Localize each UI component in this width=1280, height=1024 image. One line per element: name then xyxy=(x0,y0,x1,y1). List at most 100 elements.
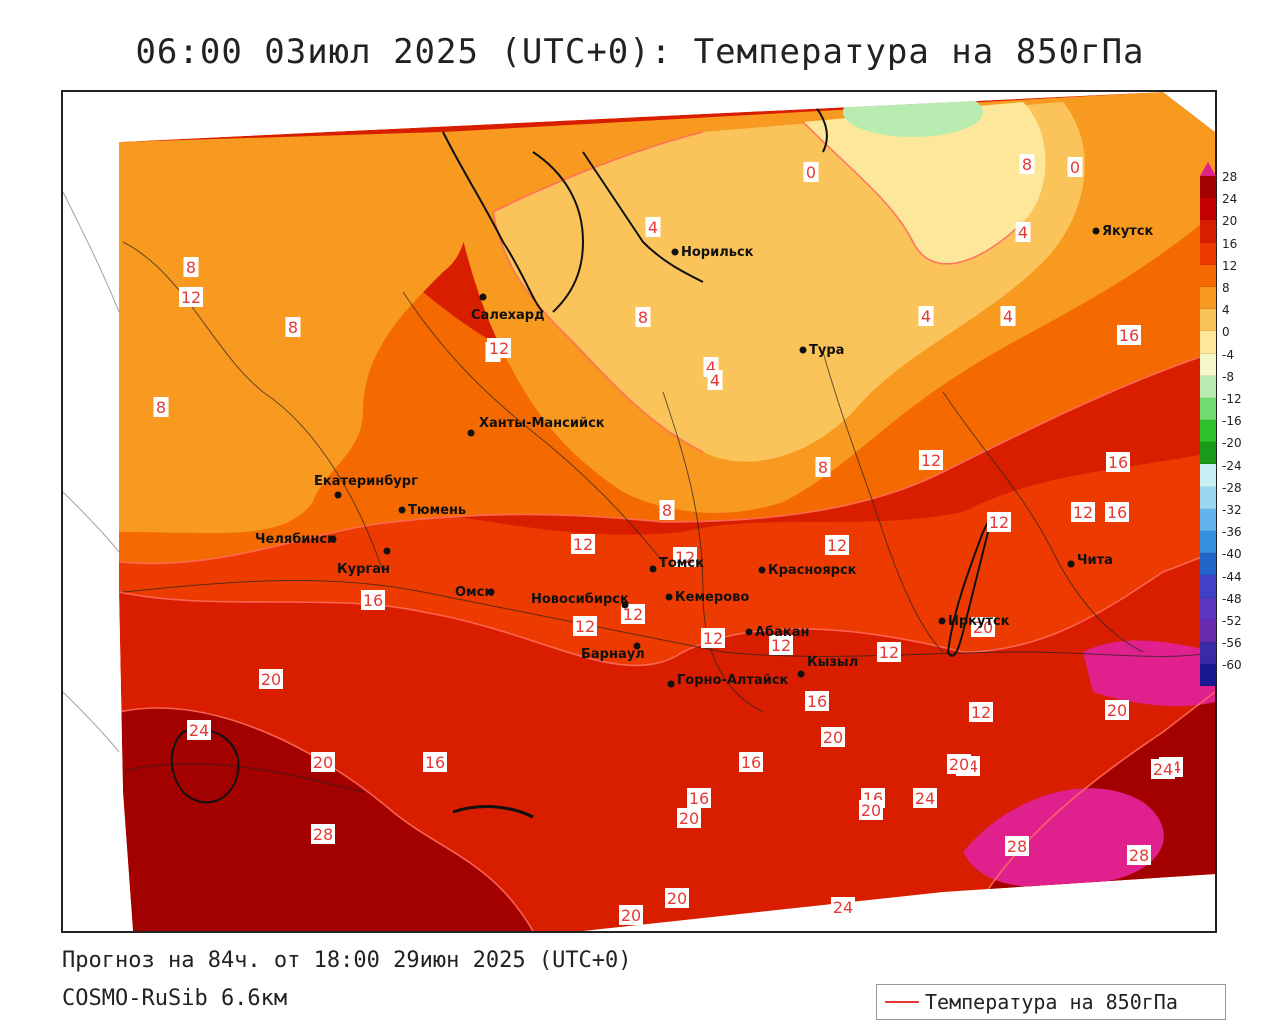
city-marker xyxy=(633,642,641,650)
contour-label: 20 xyxy=(1107,701,1127,720)
city-label: Салехард xyxy=(471,308,545,323)
city-label: Якутск xyxy=(1102,224,1154,239)
city-marker xyxy=(467,429,475,437)
contour-label-box xyxy=(919,450,943,470)
city-marker xyxy=(1067,560,1075,568)
contour-label: 12 xyxy=(703,629,723,648)
colorbar-segment xyxy=(1200,309,1216,332)
city-label: Омск xyxy=(455,585,493,600)
contour-label: 28 xyxy=(1129,846,1149,865)
city-label: Новосибирск xyxy=(531,592,629,607)
coastline-outside xyxy=(63,191,120,753)
contour-label-box xyxy=(739,752,763,772)
contour-label-box xyxy=(877,642,901,662)
city-marker xyxy=(1092,227,1100,235)
colorbar-segment xyxy=(1200,664,1216,687)
city-label: Красноярск xyxy=(768,563,857,578)
contour-label: 20 xyxy=(679,809,699,828)
legend-line-swatch xyxy=(885,1001,919,1003)
contour-label: 0 xyxy=(806,163,816,182)
colorbar-segment xyxy=(1200,220,1216,243)
contour-label-box xyxy=(259,669,283,689)
contour-label-box xyxy=(1127,845,1151,865)
contour-label-box xyxy=(673,547,697,567)
contour-label: 12 xyxy=(879,643,899,662)
contour-label-box xyxy=(285,317,301,337)
contour-label-box xyxy=(913,788,937,808)
contour-label-box xyxy=(821,727,845,747)
contour-labels: 0480484444812888812812161612121212121212… xyxy=(153,154,1183,925)
hot-spot-east xyxy=(1083,640,1215,707)
city-label: Тюмень xyxy=(408,503,466,518)
colorbar-segment xyxy=(1200,176,1216,199)
contour-label-box xyxy=(1106,452,1130,472)
contour-label: 16 xyxy=(1108,453,1128,472)
colorbar-segment xyxy=(1200,597,1216,620)
city-marker xyxy=(649,565,657,573)
city-marker xyxy=(479,293,487,301)
contour-label: 28 xyxy=(1007,837,1027,856)
city-label: Горно-Алтайск xyxy=(677,673,789,688)
legend: Температура на 850гПа xyxy=(876,984,1226,1020)
contour-label: 20 xyxy=(313,753,333,772)
colorbar-label: -12 xyxy=(1222,392,1242,406)
contour-label: 8 xyxy=(156,398,166,417)
band-0 xyxy=(803,102,1046,264)
contour-label-box xyxy=(635,307,651,327)
contour-label-box xyxy=(918,306,934,326)
city-marker xyxy=(665,593,673,601)
city-label: Курган xyxy=(337,562,390,577)
contour-label: 20 xyxy=(261,670,281,689)
colorbar-label: 20 xyxy=(1222,214,1238,229)
contour-label: 0 xyxy=(1070,158,1080,177)
contour-label-box xyxy=(1151,759,1175,779)
contour-label-box xyxy=(987,512,1011,532)
contour-label: 16 xyxy=(363,591,383,610)
contour-label: 4 xyxy=(1003,307,1013,326)
city-marker xyxy=(758,566,766,574)
contour-label-box xyxy=(1067,157,1083,177)
contour-label-box xyxy=(665,888,689,908)
city-marker xyxy=(797,670,805,678)
city-marker xyxy=(799,346,807,354)
contour-label-box xyxy=(831,897,855,917)
contour-label-box xyxy=(621,604,645,624)
contour-label: 8 xyxy=(186,258,196,277)
contour-label: 16 xyxy=(741,753,761,772)
contour-label: 20 xyxy=(667,889,687,908)
contour-label-box xyxy=(971,617,995,637)
legend-label: Температура на 850гПа xyxy=(925,990,1178,1014)
contour-label: 8 xyxy=(662,501,672,520)
contour-label: 8 xyxy=(1022,155,1032,174)
colorbar-label: 0 xyxy=(1222,325,1230,340)
colorbar-segment xyxy=(1200,198,1216,221)
contour-label-box xyxy=(619,905,643,925)
lake-balkhash xyxy=(452,805,534,819)
colorbar-segment xyxy=(1200,531,1216,554)
city-label: Екатеринбург xyxy=(314,474,418,489)
contour-label-box xyxy=(571,534,595,554)
colorbar-label: -36 xyxy=(1222,525,1242,540)
contour-label-box xyxy=(179,287,203,307)
map-title: 06:00 03июл 2025 (UTC+0): Температура на… xyxy=(135,32,1145,72)
contour-label: 16 xyxy=(425,753,445,772)
colorbar-label: 12 xyxy=(1222,258,1238,273)
colorbar-label: -24 xyxy=(1222,458,1242,473)
contour-label-box xyxy=(187,720,211,740)
contour-label-box xyxy=(769,635,793,655)
colorbar-segment xyxy=(1200,575,1216,598)
city-label: Кемерово xyxy=(675,590,749,605)
contour-label: 12 xyxy=(771,636,791,655)
contour-label-box xyxy=(361,590,385,610)
city-label: Барнаул xyxy=(581,647,645,662)
city-marker xyxy=(621,601,629,609)
city-marker xyxy=(329,535,337,543)
colorbar-label: -4 xyxy=(1222,347,1234,362)
contour-label: 24 xyxy=(1153,760,1173,779)
contour-label: 12 xyxy=(573,535,593,554)
city-label: Тура xyxy=(809,343,844,358)
colorbar-label: 16 xyxy=(1222,236,1238,251)
city-marker xyxy=(334,491,342,499)
city-label: Кызыл xyxy=(807,655,858,670)
city-label: Чита xyxy=(1077,553,1113,568)
